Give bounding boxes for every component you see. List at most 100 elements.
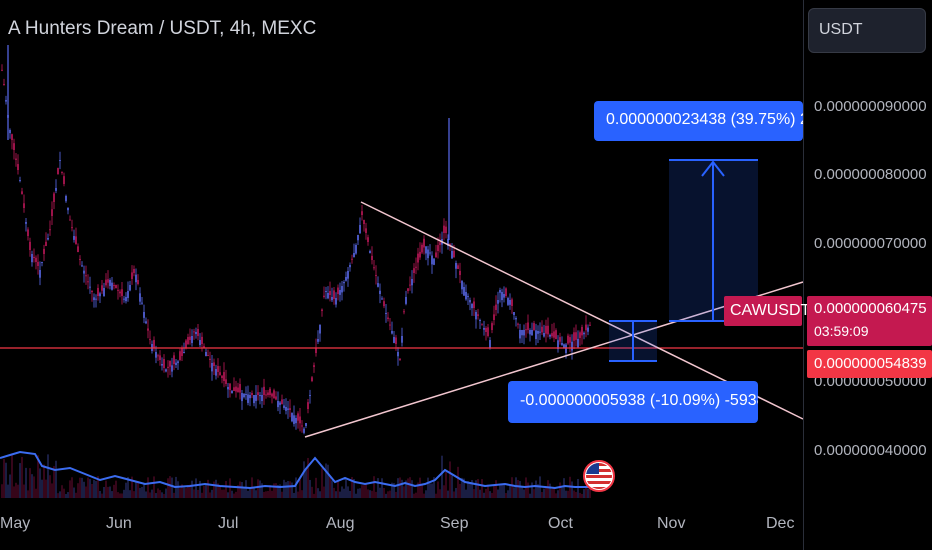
volume-bar (511, 477, 513, 498)
volume-bar (215, 479, 217, 498)
volume-bar (133, 491, 135, 498)
candle-body (573, 332, 575, 341)
candle-body (531, 330, 533, 336)
currency-button[interactable]: USDT (808, 8, 926, 53)
candle-body (403, 311, 405, 313)
candle-body (237, 387, 239, 392)
volume-bar (417, 482, 419, 498)
measure-up-label[interactable]: 0.000000023438 (39.75%) 234 (594, 101, 803, 141)
volume-bar (57, 493, 59, 498)
volume-bar (47, 454, 49, 498)
candle-body (305, 423, 307, 427)
volume-bar (177, 481, 179, 498)
candle-body (115, 284, 117, 288)
volume-bar (581, 493, 583, 498)
candle-body (469, 300, 471, 303)
candle-body (439, 242, 441, 245)
volume-bar (109, 486, 111, 498)
candle-body (139, 293, 141, 302)
candle-body (247, 394, 249, 403)
candle-body (363, 220, 365, 224)
volume-bar (329, 476, 331, 498)
candle-body (431, 255, 433, 265)
candle-body (253, 395, 255, 404)
volume-bar (381, 478, 383, 498)
volume-bar (353, 479, 355, 498)
volume-bar (171, 477, 173, 498)
candle-body (37, 261, 39, 266)
volume-bar (295, 477, 297, 498)
candle-body (185, 340, 187, 348)
candle-body (229, 383, 231, 390)
candle-body (3, 83, 5, 85)
candle-body (371, 255, 373, 260)
candle-body (141, 302, 143, 304)
volume-bar (279, 484, 281, 498)
volume-bar (545, 486, 547, 498)
symbol-tag: CAWUSDT (724, 296, 810, 326)
candle-body (67, 208, 69, 211)
volume-bar (155, 493, 157, 498)
measure-down-label[interactable]: -0.000000005938 (-10.09%) -5938 (508, 381, 758, 423)
volume-bar (541, 492, 543, 498)
candle-body (475, 312, 477, 320)
volume-bar (25, 467, 27, 498)
volume-bar (131, 476, 133, 498)
candle-body (111, 282, 113, 290)
candle-body (367, 237, 369, 242)
candle-body (89, 286, 91, 288)
candle-body (347, 271, 349, 279)
volume-bar (389, 490, 391, 498)
volume-bar (391, 482, 393, 498)
volume-bar (321, 468, 323, 498)
volume-bar (161, 492, 163, 498)
candle-body (103, 288, 105, 297)
volume-bar (49, 475, 51, 498)
candle-body (65, 196, 67, 202)
candle-body (33, 256, 35, 258)
candle-body (491, 323, 493, 330)
candle-body (493, 314, 495, 320)
volume-bar (361, 485, 363, 498)
volume-bar (451, 475, 453, 498)
candle-body (467, 296, 469, 297)
volume-bar (357, 488, 359, 498)
candle-body (87, 281, 89, 283)
candle-body (281, 399, 283, 404)
candle-body (283, 405, 285, 408)
volume-bar (399, 477, 401, 498)
volume-bar (147, 477, 149, 498)
candle-body (43, 248, 45, 254)
candle-body (207, 354, 209, 356)
volume-bar (345, 479, 347, 498)
us-flag-icon[interactable] (583, 460, 615, 492)
volume-bar (193, 489, 195, 498)
volume-bar (179, 488, 181, 498)
candle-body (145, 321, 147, 324)
volume-bar (493, 484, 495, 498)
candle-body (579, 332, 581, 338)
volume-bar (181, 484, 183, 498)
volume-bar (437, 481, 439, 498)
candle-body (85, 275, 87, 277)
volume-bar (239, 481, 241, 498)
volume-bar (187, 486, 189, 498)
last-price-badge: 0.000000060475 03:59:09 (807, 296, 932, 346)
volume-bar (363, 485, 365, 498)
candle-body (453, 250, 455, 257)
candle-body (311, 377, 313, 381)
volume-bar (289, 481, 291, 498)
candle-body (509, 300, 511, 305)
candle-body (293, 415, 295, 424)
volume-bar (169, 476, 171, 498)
candle-body (331, 297, 333, 301)
price-axis[interactable] (803, 0, 932, 550)
volume-bar (223, 489, 225, 498)
volume-bar (29, 468, 31, 498)
volume-bar (145, 491, 147, 498)
volume-bar (505, 493, 507, 498)
candle-body (199, 340, 201, 346)
candle-body (75, 236, 77, 244)
volume-bar (587, 488, 589, 498)
